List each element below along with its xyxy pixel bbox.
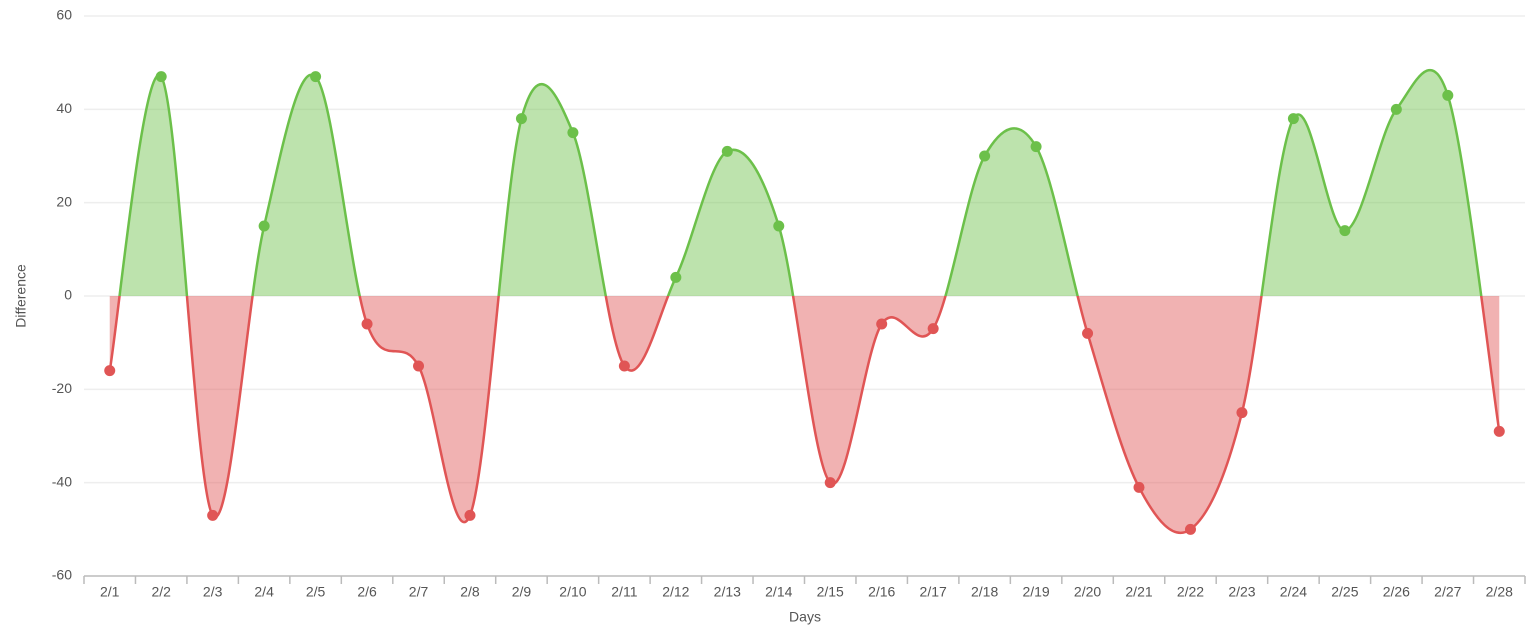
- point: [1184, 523, 1196, 535]
- x-tick-label: 2/19: [1022, 584, 1049, 600]
- point: [258, 220, 270, 232]
- x-tick-label: 2/15: [817, 584, 844, 600]
- point: [413, 360, 425, 372]
- y-tick-label: 0: [64, 287, 72, 303]
- x-tick-label: 2/25: [1331, 584, 1358, 600]
- x-tick-label: 2/13: [714, 584, 741, 600]
- x-tick-label: 2/8: [460, 584, 480, 600]
- point: [876, 318, 888, 330]
- x-axis-label: Days: [789, 609, 821, 625]
- x-tick-label: 2/11: [611, 584, 637, 600]
- x-tick-label: 2/24: [1280, 584, 1307, 600]
- point: [670, 271, 682, 283]
- point: [464, 509, 476, 521]
- point: [1493, 425, 1505, 437]
- point: [1442, 89, 1454, 101]
- y-tick-label: -20: [52, 380, 72, 396]
- point: [927, 323, 939, 335]
- x-tick-label: 2/14: [765, 584, 792, 600]
- x-tick-label: 2/21: [1125, 584, 1152, 600]
- y-tick-label: 40: [56, 100, 72, 116]
- point: [567, 127, 579, 139]
- x-tick-label: 2/17: [920, 584, 947, 600]
- y-tick-label: 60: [56, 7, 72, 23]
- point: [515, 113, 527, 125]
- x-tick-label: 2/18: [971, 584, 998, 600]
- point: [104, 365, 116, 377]
- x-tick-label: 2/22: [1177, 584, 1204, 600]
- point: [1030, 141, 1042, 153]
- x-tick-label: 2/16: [868, 584, 895, 600]
- point: [1236, 407, 1248, 419]
- point: [618, 360, 630, 372]
- x-tick-label: 2/3: [203, 584, 223, 600]
- y-tick-label: -60: [52, 567, 72, 583]
- x-tick-label: 2/4: [254, 584, 274, 600]
- x-tick-label: 2/26: [1383, 584, 1410, 600]
- x-tick-label: 2/28: [1486, 584, 1513, 600]
- point: [824, 477, 836, 489]
- point: [1339, 225, 1351, 237]
- x-tick-label: 2/2: [151, 584, 171, 600]
- x-tick-label: 2/27: [1434, 584, 1461, 600]
- point: [310, 71, 322, 83]
- y-axis-label: Difference: [13, 264, 29, 328]
- y-tick-label: -40: [52, 473, 72, 489]
- point: [1133, 481, 1145, 493]
- x-tick-label: 2/6: [357, 584, 377, 600]
- point: [1082, 327, 1094, 339]
- x-tick-label: 2/10: [559, 584, 586, 600]
- point: [361, 318, 373, 330]
- point: [207, 509, 219, 521]
- y-tick-label: 20: [56, 193, 72, 209]
- point: [979, 150, 991, 162]
- point: [155, 71, 167, 83]
- x-tick-label: 2/20: [1074, 584, 1101, 600]
- x-tick-label: 2/9: [512, 584, 532, 600]
- x-tick-label: 2/1: [100, 584, 120, 600]
- point: [773, 220, 785, 232]
- line: [118, 68, 1483, 296]
- x-tick-label: 2/12: [662, 584, 689, 600]
- x-tick-label: 2/23: [1228, 584, 1255, 600]
- area: [109, 296, 1500, 533]
- point: [1390, 103, 1402, 115]
- x-tick-label: 2/7: [409, 584, 429, 600]
- point: [1287, 113, 1299, 125]
- point: [721, 145, 733, 157]
- area: [109, 70, 1500, 296]
- x-tick-label: 2/5: [306, 584, 326, 600]
